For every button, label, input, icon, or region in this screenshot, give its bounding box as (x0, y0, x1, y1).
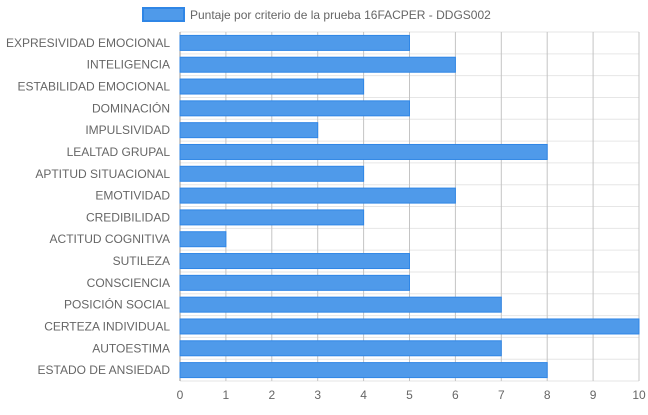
bar[interactable] (179, 100, 410, 117)
x-axis-labels: 0 1 2 3 4 5 6 7 8 9 10 (177, 388, 646, 402)
y-tick-label: CREDIBILIDAD (86, 210, 170, 224)
bar[interactable] (179, 122, 319, 139)
y-axis-labels: EXPRESIVIDAD EMOCIONAL INTELIGENCIA ESTABI… (6, 36, 170, 377)
y-tick-label: AUTOESTIMA (92, 341, 170, 355)
y-tick-label: ESTADO DE ANSIEDAD (38, 363, 171, 377)
y-tick-label: APTITUD SITUACIONAL (35, 167, 170, 181)
y-tick-label: LEALTAD GRUPAL (67, 145, 171, 159)
x-tick-label: 5 (406, 388, 413, 402)
legend[interactable]: Puntaje por criterio de la prueba 16FACP… (142, 7, 491, 22)
x-tick-label: 1 (223, 388, 230, 402)
x-tick-label: 6 (452, 388, 459, 402)
bar[interactable] (179, 78, 365, 95)
bar[interactable] (179, 209, 365, 226)
x-tick-label: 3 (314, 388, 321, 402)
x-tick-label: 2 (268, 388, 275, 402)
x-tick-label: 8 (544, 388, 551, 402)
bar[interactable] (179, 340, 502, 357)
x-tick-label: 9 (590, 388, 597, 402)
y-tick-label: CONSCIENCIA (87, 276, 170, 290)
y-tick-label: EMOTIVIDAD (95, 189, 170, 203)
y-tick-label: ESTABILIDAD EMOCIONAL (18, 80, 171, 94)
x-tick-label: 7 (498, 388, 505, 402)
bar[interactable] (179, 165, 365, 182)
y-tick-label: EXPRESIVIDAD EMOCIONAL (6, 36, 170, 50)
bar[interactable] (179, 274, 410, 291)
legend-label[interactable]: Puntaje por criterio de la prueba 16FACP… (190, 8, 491, 22)
bars-group (179, 34, 640, 379)
y-tick-label: ACTITUD COGNITIVA (50, 232, 170, 246)
x-tick-label: 0 (177, 388, 184, 402)
y-tick-label: POSICIÓN SOCIAL (64, 297, 170, 312)
y-tick-label: IMPULSIVIDAD (85, 123, 170, 137)
bar[interactable] (179, 362, 548, 379)
y-tick-label: DOMINACIÓN (92, 100, 170, 115)
x-tick-label: 4 (360, 388, 367, 402)
legend-swatch[interactable] (142, 7, 185, 22)
y-tick-label: SUTILEZA (113, 254, 170, 268)
bar[interactable] (179, 253, 410, 270)
y-tick-label: CERTEZA INDIVIDUAL (44, 319, 170, 333)
y-tick-label: INTELIGENCIA (87, 58, 170, 72)
bar[interactable] (179, 318, 640, 335)
bar[interactable] (179, 143, 548, 160)
x-tick-label: 10 (632, 388, 646, 402)
bar[interactable] (179, 34, 410, 51)
bar[interactable] (179, 56, 456, 73)
bar[interactable] (179, 296, 502, 313)
bar[interactable] (179, 231, 227, 248)
bar[interactable] (179, 187, 456, 204)
